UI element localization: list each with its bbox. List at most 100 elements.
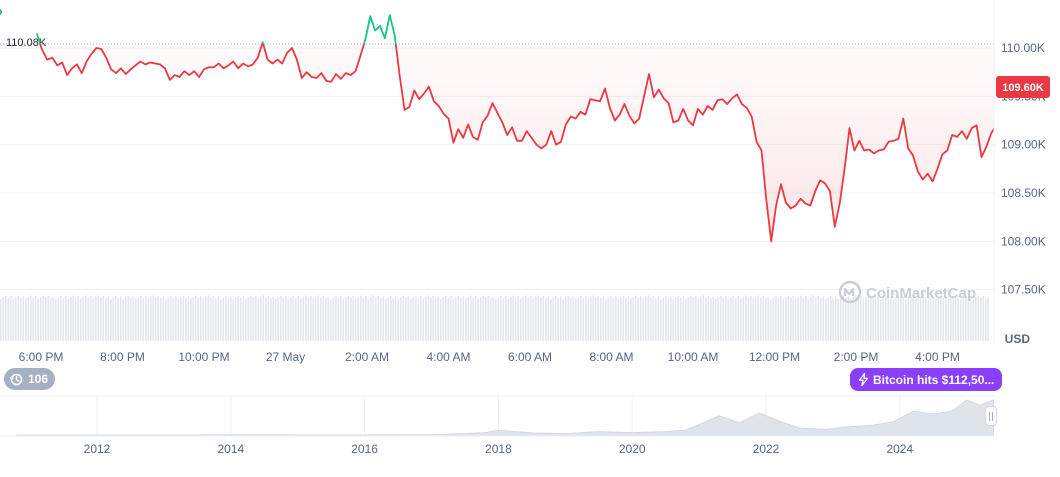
volume-bar — [660, 299, 662, 341]
y-tick-label: 108.00K — [1001, 234, 1046, 248]
volume-bar — [802, 297, 805, 341]
volume-bar — [167, 297, 170, 341]
volume-bar — [105, 298, 107, 341]
volume-bar — [352, 296, 355, 341]
volume-bar — [320, 297, 322, 341]
x-tick-label: 8:00 AM — [589, 350, 633, 364]
volume-bar — [72, 295, 75, 341]
volume-bar — [385, 299, 387, 341]
year-tick-label: 2024 — [886, 442, 913, 456]
volume-bar — [927, 295, 930, 341]
x-tick-label: 27 May — [266, 350, 305, 364]
volume-bar — [7, 298, 10, 341]
volume-bar — [477, 298, 480, 341]
volume-bar — [305, 295, 307, 341]
volume-bar — [472, 297, 475, 341]
volume-bar — [422, 298, 425, 341]
volume-bar — [852, 297, 855, 341]
volume-bar — [522, 297, 525, 341]
volume-bar — [122, 298, 125, 341]
volume-bar — [280, 295, 282, 341]
volume-bar — [5, 295, 7, 341]
volume-bar — [752, 298, 755, 341]
volume-bar — [750, 296, 752, 341]
volume-bar — [172, 298, 175, 341]
volume-bar — [562, 298, 565, 341]
volume-bar — [567, 295, 570, 341]
volume-bar — [697, 298, 700, 341]
volume-bar — [350, 297, 352, 341]
volume-bar — [902, 296, 905, 341]
year-tick-label: 2012 — [84, 442, 111, 456]
volume-bar — [777, 298, 780, 341]
volume-bar — [117, 298, 120, 341]
volume-bar — [425, 296, 427, 341]
y-tick-label: 110.00K — [1001, 41, 1045, 55]
volume-bar — [267, 295, 270, 341]
volume-bar — [282, 298, 285, 341]
volume-bar — [692, 297, 695, 341]
x-axis-ticks: 6:00 PM 8:00 PM 10:00 PM 27 May 2:00 AM 4:00 … — [19, 350, 960, 364]
volume-bar — [275, 299, 277, 341]
volume-bar — [22, 296, 25, 341]
y-tick-label: 107.50K — [1001, 283, 1046, 297]
volume-bar — [417, 297, 420, 341]
event-pill[interactable]: Bitcoin hits $112,50... — [850, 368, 1003, 391]
volume-bar — [442, 297, 445, 341]
volume-bar — [860, 296, 862, 341]
volume-bar — [747, 297, 750, 341]
volume-bar — [560, 296, 562, 341]
watermark: CoinMarketCap — [838, 280, 976, 304]
volume-bar — [572, 296, 575, 341]
volume-bar — [507, 298, 510, 341]
volume-bar — [190, 298, 192, 341]
volume-bar — [730, 297, 732, 341]
volume-bar — [302, 297, 305, 341]
volume-bar — [635, 295, 637, 341]
volume-bar — [725, 296, 727, 341]
volume-bar — [220, 299, 222, 341]
volume-bar — [537, 295, 540, 341]
volume-bar — [967, 297, 970, 341]
volume-bar — [702, 295, 705, 341]
volume-bar — [525, 295, 527, 341]
volume-bar — [540, 297, 542, 341]
volume-bar — [372, 295, 375, 341]
volume-bar — [620, 297, 622, 341]
volume-bar — [157, 295, 160, 341]
references-pill[interactable]: 106 — [4, 368, 56, 390]
volume-bar — [100, 297, 102, 341]
volume-bar — [155, 297, 157, 341]
volume-bar — [662, 297, 665, 341]
volume-bar — [47, 295, 50, 341]
volume-bar — [232, 298, 235, 341]
watermark-text: CoinMarketCap — [866, 285, 976, 302]
volume-bar — [920, 296, 922, 341]
volume-bar — [452, 298, 455, 341]
volume-bar — [330, 299, 332, 341]
volume-bar — [40, 296, 42, 341]
volume-bar — [795, 298, 797, 341]
volume-bar — [177, 298, 180, 341]
navigator-handle[interactable] — [985, 406, 997, 426]
volume-bar — [170, 295, 172, 341]
volume-bar — [357, 297, 360, 341]
volume-bar — [617, 298, 620, 341]
volume-bar — [500, 295, 502, 341]
volume-bar — [980, 297, 982, 341]
volume-bar — [952, 295, 955, 341]
volume-bar — [35, 296, 37, 341]
volume-bar — [147, 298, 150, 341]
volume-bar — [197, 297, 200, 341]
history-navigator[interactable]: 2012 2014 2016 2018 2020 2022 2024 — [0, 395, 994, 456]
volume-bar — [815, 297, 817, 341]
volume-bar — [817, 295, 820, 341]
x-tick-label: 6:00 PM — [19, 350, 64, 364]
volume-bar — [102, 295, 105, 341]
volume-bar — [127, 295, 130, 341]
volume-bar — [27, 297, 30, 341]
volume-bar — [95, 296, 97, 341]
current-price-label: 109.60K — [1002, 82, 1044, 94]
volume-bar — [420, 296, 422, 341]
